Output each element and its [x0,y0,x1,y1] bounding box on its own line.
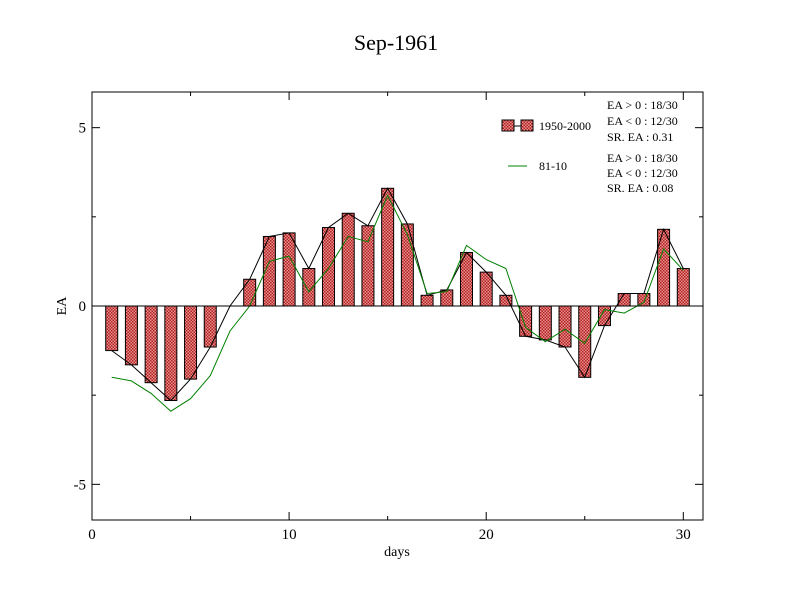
bar-day-16 [400,223,414,307]
bar-day-29 [657,228,671,307]
chart-title: Sep-1961 [354,30,438,55]
bar-day-26 [597,305,611,327]
bar-day-30 [676,268,690,307]
stat-line: SR. EA : 0.08 [607,181,673,195]
legend-label-1950-2000: 1950-2000 [539,119,591,133]
y-axis-title: EA [55,296,70,316]
stats-1950-2000: EA > 0 : 18/30 EA < 0 : 12/30 SR. EA : 0… [607,98,678,144]
stat-line: EA > 0 : 18/30 [607,151,678,165]
bar-day-28 [637,293,651,307]
y-tick-label: 0 [79,299,87,315]
x-axis-title: days [384,545,410,560]
bar-day-14 [361,225,375,307]
lines-layer [111,187,684,412]
stat-line: EA > 0 : 18/30 [607,98,678,112]
bar-day-6 [203,305,217,348]
x-tick-label: 0 [88,527,96,543]
bar-day-22 [519,305,533,337]
x-tick-label: 10 [282,527,297,543]
y-tick-label: 5 [79,121,87,137]
x-tick-label: 20 [479,527,494,543]
bars-layer [105,187,690,402]
bar-day-17 [420,294,434,307]
stats-81-10: EA > 0 : 18/30 EA < 0 : 12/30 SR. EA : 0… [607,151,678,195]
bar-day-4 [164,305,178,402]
legend-swatch-1950-2000-b [520,119,534,132]
bar-day-8 [243,278,257,307]
stat-line: EA < 0 : 12/30 [607,114,678,128]
x-tick-label: 30 [676,527,691,543]
line-series-81-10 [111,194,684,412]
bar-day-2 [124,305,138,366]
bar-day-10 [282,232,296,307]
bar-day-3 [144,305,158,384]
bar-day-5 [184,305,198,380]
ticks-layer: 0 10 20 30 -5 0 5 [74,92,703,543]
legend-label-81-10: 81-10 [539,159,567,173]
legend-swatch-1950-2000-a [501,119,515,132]
stat-line: EA < 0 : 12/30 [607,166,678,180]
legend: 1950-2000 81-10 EA > 0 : 18/30 EA < 0 : … [501,98,678,195]
bar-day-23 [538,305,552,341]
line-series-1950-2000 [111,187,684,402]
bar-day-1 [105,305,119,352]
y-tick-label: -5 [74,477,87,493]
stat-line: SR. EA : 0.31 [607,130,673,144]
legend-entry-81-10: 81-10 [508,159,567,173]
bar-day-13 [341,212,355,307]
legend-entry-1950-2000: 1950-2000 [501,119,591,133]
bar-day-12 [322,227,336,307]
bar-day-24 [558,305,572,348]
